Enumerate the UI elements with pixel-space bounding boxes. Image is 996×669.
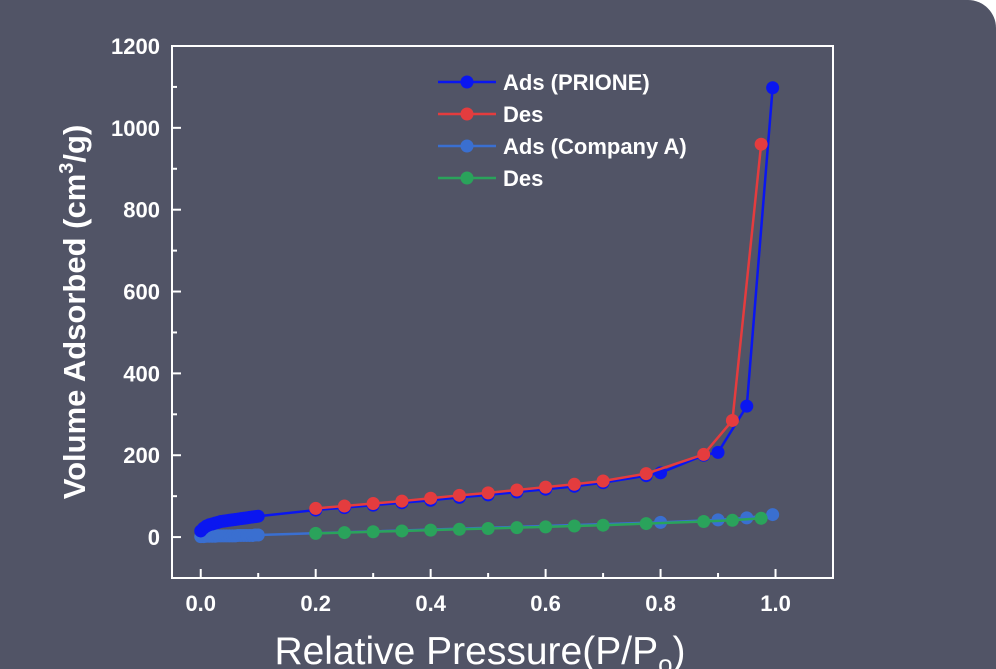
- data-point-des-3: [539, 520, 553, 534]
- data-point-ads-prione-0: [711, 445, 725, 459]
- x-tick-label: 0.2: [300, 591, 331, 616]
- y-tick-label: 1200: [111, 34, 160, 59]
- data-point-des-1: [337, 499, 351, 513]
- data-point-des-1: [309, 501, 323, 515]
- legend-label: Ads (Company A): [503, 134, 687, 159]
- legend-label: Ads (PRIONE): [503, 70, 650, 95]
- data-point-des-3: [481, 521, 495, 535]
- data-point-ads-company-a-2: [766, 508, 780, 522]
- legend-marker: [460, 139, 474, 153]
- data-point-ads-company-a-2: [251, 528, 265, 542]
- series-line-des-1: [315, 144, 763, 510]
- data-point-des-1: [567, 477, 581, 491]
- series-des-3: [309, 511, 768, 540]
- data-point-des-1: [481, 486, 495, 500]
- y-tick-label: 400: [123, 361, 160, 386]
- x-axis-label-subscript: o: [658, 649, 672, 669]
- data-point-des-1: [366, 497, 380, 511]
- y-tick-label: 200: [123, 443, 160, 468]
- data-point-des-3: [424, 523, 438, 537]
- series-ads-prione-0: [194, 81, 780, 538]
- legend-item-ads-company-a-2: Ads (Company A): [438, 134, 687, 159]
- data-point-des-3: [366, 525, 380, 539]
- legend-label: Des: [503, 102, 543, 127]
- data-point-des-1: [639, 467, 653, 481]
- data-point-des-1: [754, 137, 768, 151]
- series-des-1: [309, 137, 768, 515]
- legend-item-ads-prione-0: Ads (PRIONE): [438, 70, 650, 95]
- data-point-ads-prione-0: [251, 509, 265, 523]
- data-point-des-1: [596, 474, 610, 488]
- y-tick-label: 0: [148, 525, 160, 550]
- data-point-des-3: [452, 522, 466, 536]
- data-point-des-3: [337, 526, 351, 540]
- legend-label: Des: [503, 166, 543, 191]
- data-point-ads-company-a-2: [740, 511, 754, 525]
- legend-marker: [460, 171, 474, 185]
- y-axis-label: Volume Adsorbed (cm3/g): [56, 125, 92, 500]
- x-tick-label: 1.0: [760, 591, 791, 616]
- data-point-des-3: [754, 511, 768, 525]
- y-tick-label: 600: [123, 280, 160, 305]
- data-point-des-1: [725, 413, 739, 427]
- legend-item-des-3: Des: [438, 166, 543, 191]
- data-point-des-3: [567, 519, 581, 533]
- y-tick-label: 1000: [111, 116, 160, 141]
- x-tick-label: 0.0: [185, 591, 216, 616]
- data-point-des-3: [725, 513, 739, 527]
- legend-item-des-1: Des: [438, 102, 543, 127]
- x-tick-label: 0.4: [415, 591, 446, 616]
- data-point-des-3: [639, 517, 653, 531]
- y-axis-label-superscript: 3: [56, 163, 78, 174]
- data-point-des-1: [395, 494, 409, 508]
- data-point-des-3: [395, 524, 409, 538]
- x-axis-label: Relative Pressure(P/Po): [274, 630, 685, 669]
- data-point-des-1: [452, 488, 466, 502]
- series-ads-company-a-2: [194, 508, 780, 544]
- x-tick-label: 0.6: [530, 591, 561, 616]
- data-point-des-1: [539, 480, 553, 494]
- data-point-des-3: [697, 515, 711, 529]
- series-line-ads-prione-0: [199, 87, 774, 532]
- data-point-des-3: [596, 518, 610, 532]
- x-tick-label: 0.8: [645, 591, 676, 616]
- series-layer: [194, 81, 780, 544]
- data-point-des-3: [510, 521, 524, 535]
- tick-layer: 0.0 0.2 0.4 0.6 0.8 1.0 0 200 400 600 800 1000 1200: [111, 34, 791, 616]
- legend: Ads (PRIONE) Des Ads (Company A) Des: [438, 70, 687, 191]
- data-point-des-1: [510, 483, 524, 497]
- data-point-des-1: [697, 447, 711, 461]
- y-tick-label: 800: [123, 198, 160, 223]
- data-point-des-1: [424, 491, 438, 505]
- plot-frame: [171, 45, 834, 579]
- data-point-ads-prione-0: [766, 81, 780, 95]
- legend-marker: [460, 75, 474, 89]
- legend-marker: [460, 107, 474, 121]
- data-point-des-3: [309, 526, 323, 540]
- data-point-ads-prione-0: [740, 399, 754, 413]
